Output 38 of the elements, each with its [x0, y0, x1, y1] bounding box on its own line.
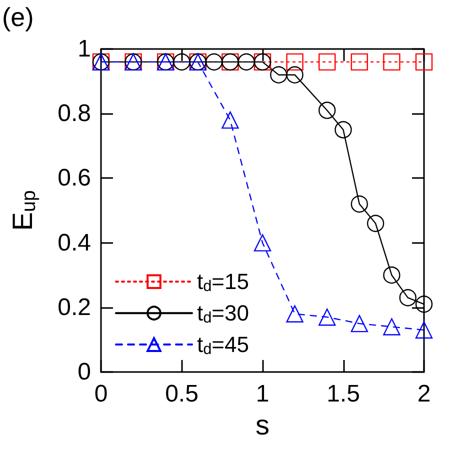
y-axis-title: Eup: [7, 190, 40, 231]
x-axis-title: s: [256, 409, 270, 440]
point: [238, 53, 255, 71]
point: [383, 266, 400, 284]
point: [415, 296, 433, 313]
point: [205, 53, 223, 71]
point: [334, 121, 352, 138]
y-tick-label: 0.2: [58, 294, 91, 321]
point: [383, 53, 400, 71]
y-tick-label: 1: [78, 36, 91, 62]
point: [173, 53, 190, 71]
x-tick-label: 1: [256, 380, 270, 408]
x-tick-label: 0.5: [165, 380, 198, 408]
y-tick-label: 0.8: [58, 100, 91, 128]
point: [222, 111, 239, 129]
point: [366, 214, 384, 232]
point: [286, 305, 304, 322]
point: [350, 53, 368, 71]
point: [383, 318, 400, 336]
point: [318, 308, 336, 326]
y-tick-label: 0: [78, 358, 91, 386]
point: [350, 195, 368, 213]
y-tick-label: 0.6: [58, 164, 91, 192]
point: [350, 314, 368, 332]
point: [254, 234, 272, 252]
point: [318, 53, 336, 71]
y-tick-label: 0.4: [58, 229, 91, 256]
x-tick-label: 1.5: [326, 380, 360, 408]
point: [415, 321, 433, 339]
point: [286, 66, 304, 84]
point: [286, 53, 304, 71]
point: [399, 289, 416, 306]
point: [270, 66, 288, 84]
text: (e): [2, 2, 34, 32]
x-tick-label: 0: [94, 380, 108, 408]
point: [415, 53, 433, 71]
x-tick-label: 2: [417, 380, 431, 408]
point: [318, 102, 336, 119]
